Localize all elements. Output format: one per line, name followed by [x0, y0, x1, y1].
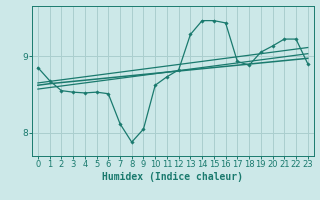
X-axis label: Humidex (Indice chaleur): Humidex (Indice chaleur)	[102, 172, 243, 182]
